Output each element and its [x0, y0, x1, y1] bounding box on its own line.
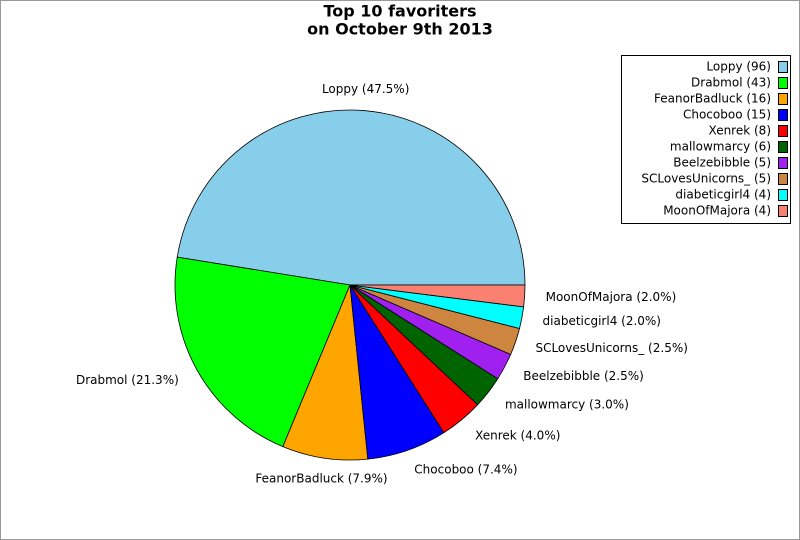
legend-label: FeanorBadluck (16) [654, 92, 771, 106]
slice-label: MoonOfMajora (2.0%) [546, 290, 677, 304]
chart-title: Top 10 favoriters [323, 2, 476, 21]
slice-label: Beelzebibble (2.5%) [523, 369, 644, 383]
chart-title: on October 9th 2013 [307, 20, 493, 39]
slice-label: Chocoboo (7.4%) [414, 463, 517, 477]
legend-swatch [778, 77, 788, 89]
pie-slice [349, 284, 526, 308]
legend-label: Drabmol (43) [691, 76, 771, 90]
legend-box [621, 55, 791, 224]
slice-label: FeanorBadluck (7.9%) [255, 471, 387, 485]
pie-slice [174, 256, 351, 448]
legend-swatch [778, 109, 788, 121]
legend-swatch [778, 205, 788, 217]
legend-label: Xenrek (8) [709, 124, 771, 138]
slice-label: Xenrek (4.0%) [475, 428, 560, 442]
legend-label: Beelzebibble (5) [673, 156, 771, 170]
slice-label: Loppy (47.5%) [322, 82, 409, 96]
legend-swatch [778, 173, 788, 185]
legend-swatch [778, 189, 788, 201]
legend-label: MoonOfMajora (4) [663, 204, 771, 218]
pie-slice [176, 109, 526, 286]
slice-label: mallowmarcy (3.0%) [505, 398, 629, 412]
legend-label: Chocoboo (15) [683, 108, 771, 122]
slice-label: Drabmol (21.3%) [76, 373, 179, 387]
legend-swatch [778, 157, 788, 169]
slice-label: diabeticgirl4 (2.0%) [543, 314, 661, 328]
legend-label: SCLovesUnicorns_ (5) [641, 172, 771, 186]
legend-swatch [778, 125, 788, 137]
legend-swatch [778, 141, 788, 153]
legend-swatch [778, 93, 788, 105]
legend-label: mallowmarcy (6) [670, 140, 771, 154]
slice-label: SCLovesUnicorns_ (2.5%) [535, 341, 687, 355]
legend-label: diabeticgirl4 (4) [675, 188, 771, 202]
legend-label: Loppy (96) [706, 60, 771, 74]
legend-swatch [778, 61, 788, 73]
